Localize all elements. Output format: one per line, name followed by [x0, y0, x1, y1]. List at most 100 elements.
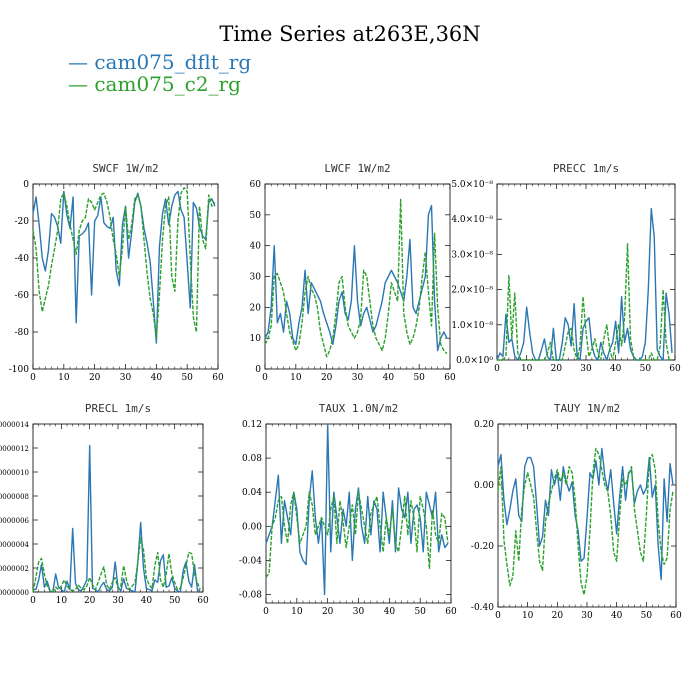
y-tick-label: 0.00 — [474, 481, 494, 491]
x-tick-label: 0 — [494, 364, 500, 374]
x-tick-label: 40 — [151, 373, 163, 383]
x-tick-label: 60 — [212, 373, 224, 383]
x-tick-label: 40 — [384, 607, 396, 617]
y-tick-label: 2.0×10⁻⁸ — [451, 286, 493, 296]
y-tick-label: 0.0000010 — [0, 469, 29, 477]
series-line-c2 — [264, 198, 448, 358]
y-tick-label: 0.20 — [474, 420, 494, 430]
y-tick-label: -20 — [15, 217, 30, 227]
x-tick-label: 10 — [522, 611, 534, 621]
panel-4: PRECL 1m/s 0 10 20 30 40 50 60 0.0000000 0.000000… — [0, 402, 209, 606]
x-tick-label: 60 — [445, 607, 457, 617]
y-tick-label: -80 — [15, 328, 30, 338]
x-tick-label: 50 — [640, 364, 652, 374]
y-tick-label: -0.40 — [471, 603, 494, 613]
y-tick-label: 1.0×10⁻⁸ — [451, 321, 493, 331]
y-tick-label: 30 — [250, 273, 262, 283]
x-tick-label: 20 — [322, 607, 334, 617]
y-tick-label: 10 — [250, 334, 262, 344]
series-line-c2 — [497, 243, 673, 361]
x-tick-label: 10 — [521, 364, 533, 374]
x-tick-label: 20 — [321, 373, 333, 383]
series-line-c2 — [32, 186, 216, 339]
series-line-c2 — [265, 491, 449, 578]
y-tick-label: 5.0×10⁻⁸ — [451, 180, 493, 190]
x-tick-label: 60 — [670, 611, 682, 621]
y-tick-label: -100 — [9, 365, 29, 375]
series-line-c2 — [32, 537, 201, 593]
x-tick-label: 30 — [581, 611, 593, 621]
series-line-dflt — [33, 444, 201, 593]
panel-5: TAUX 1.0N/m2 0 10 20 30 40 50 60 -0.08 -0.04 0.00 0… — [239, 402, 457, 617]
y-tick-label: 0 — [255, 365, 261, 375]
panel-title: PRECC 1m/s — [553, 162, 619, 175]
x-tick-label: 30 — [112, 596, 124, 606]
legend-label-c2: cam075_c2_rg — [94, 72, 241, 96]
legend-line-dflt: — — [68, 50, 95, 74]
y-tick-label: -40 — [15, 254, 30, 264]
x-tick-label: 20 — [84, 596, 96, 606]
y-tick-label: 3.0×10⁻⁸ — [451, 250, 493, 260]
series-line-dflt — [32, 190, 216, 344]
x-tick-label: 30 — [580, 364, 592, 374]
series-line-dflt — [497, 447, 674, 581]
panel-title: PRECL 1m/s — [85, 402, 151, 415]
y-tick-label: 4.0×10⁻⁸ — [451, 215, 493, 225]
panel-title: SWCF 1W/m2 — [92, 162, 158, 175]
y-tick-label: -0.08 — [239, 590, 262, 600]
y-tick-label: 40 — [250, 242, 262, 252]
y-tick-label: -0.04 — [239, 556, 262, 566]
series-line-c2 — [497, 447, 674, 596]
panel-2: LWCF 1W/m2 0 10 20 30 40 50 60 0 10 20 30 40 50 60 — [250, 162, 456, 383]
y-tick-label: -60 — [15, 291, 30, 301]
x-tick-label: 50 — [181, 373, 193, 383]
y-tick-label: 0.12 — [242, 420, 262, 430]
series-line-dflt — [496, 207, 673, 361]
y-tick-label: 20 — [250, 303, 262, 313]
x-tick-label: 0 — [495, 611, 501, 621]
y-tick-label: 0.0000012 — [0, 445, 29, 453]
x-tick-label: 40 — [611, 611, 623, 621]
x-tick-label: 10 — [56, 596, 68, 606]
y-tick-label: 0.0×10⁰ — [456, 356, 493, 366]
x-tick-label: 10 — [291, 607, 303, 617]
x-tick-label: 20 — [551, 364, 563, 374]
x-tick-label: 40 — [383, 373, 395, 383]
x-tick-label: 60 — [444, 373, 456, 383]
x-tick-label: 10 — [290, 373, 302, 383]
y-tick-label: 0.0000008 — [0, 493, 29, 501]
legend-label-dflt: cam075_dflt_rg — [94, 50, 252, 74]
legend-entry-dflt: — cam075_dflt_rg — [68, 50, 251, 74]
panel-1: SWCF 1W/m2 0 10 20 30 40 50 60 -100 -80 -60 -40 -20 0 — [9, 162, 224, 383]
y-tick-label: 0.0000002 — [0, 565, 29, 573]
panel-title: TAUX 1.0N/m2 — [319, 402, 398, 415]
y-tick-label: 0.0000014 — [0, 421, 30, 429]
y-tick-label: 0 — [23, 180, 29, 190]
panel-6: TAUY 1N/m2 0 10 20 30 40 50 60 -0.40 -0.20 0.00 0.2… — [471, 402, 682, 621]
series-line-dflt — [265, 423, 449, 596]
y-tick-label: 0.08 — [242, 454, 262, 464]
x-tick-label: 10 — [58, 373, 70, 383]
legend-entry-c2: — cam075_c2_rg — [68, 72, 241, 96]
x-tick-label: 30 — [120, 373, 132, 383]
y-tick-label: 0.0000004 — [0, 541, 30, 549]
x-tick-label: 0 — [263, 607, 269, 617]
x-tick-label: 0 — [30, 596, 36, 606]
x-tick-label: 50 — [641, 611, 653, 621]
y-tick-label: 0.0000000 — [0, 589, 29, 597]
panel-3: PRECC 1m/s 0 10 20 30 40 50 60 0.0×10⁰ 1.0×10⁻⁸ 2.… — [451, 162, 681, 374]
x-tick-label: 60 — [669, 364, 681, 374]
x-tick-label: 20 — [552, 611, 564, 621]
x-tick-label: 50 — [413, 373, 425, 383]
x-tick-label: 40 — [610, 364, 622, 374]
plot-frame — [32, 423, 204, 593]
panel-title: LWCF 1W/m2 — [324, 162, 390, 175]
x-tick-label: 20 — [89, 373, 101, 383]
y-tick-label: 0.0000006 — [0, 517, 30, 525]
plot-frame — [265, 423, 452, 604]
x-tick-label: 0 — [262, 373, 268, 383]
x-tick-label: 30 — [353, 607, 365, 617]
y-tick-label: -0.20 — [471, 542, 494, 552]
x-tick-label: 50 — [169, 596, 181, 606]
